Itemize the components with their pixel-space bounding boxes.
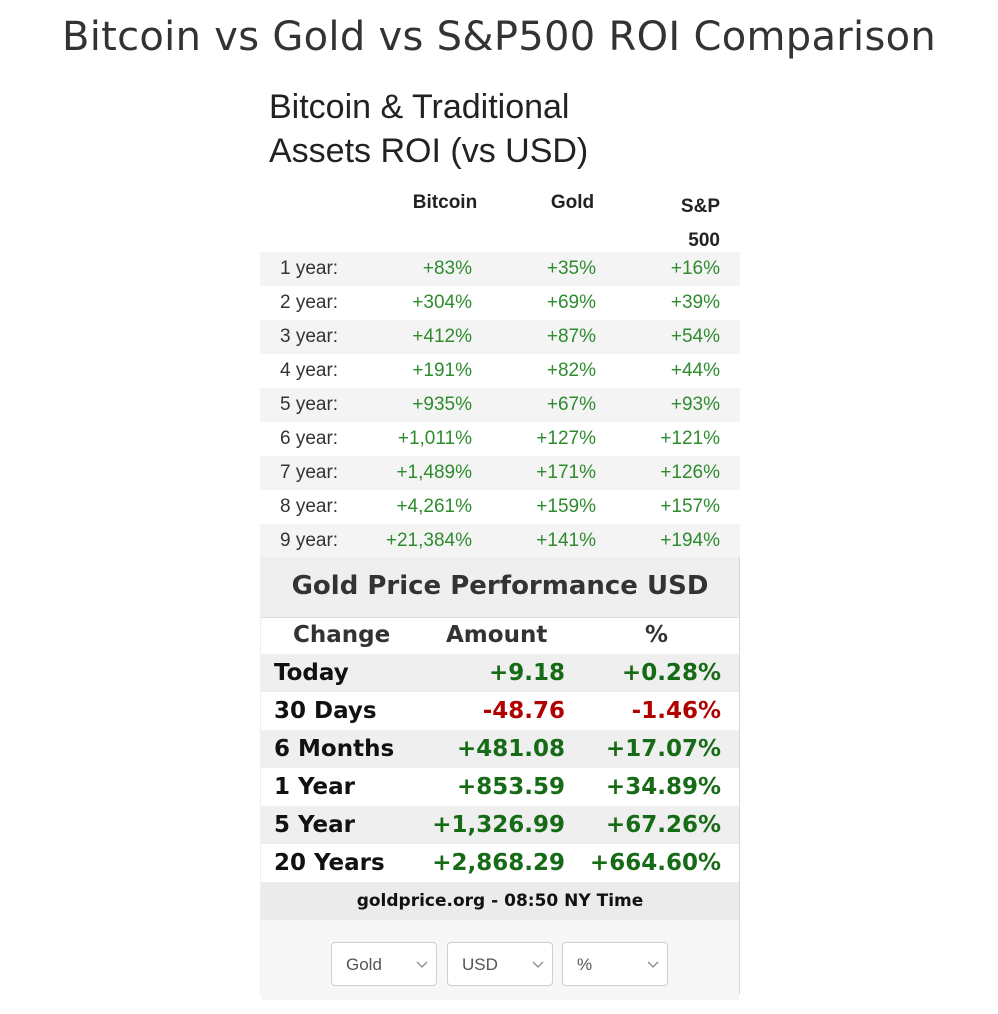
bitcoin-roi: +935% [412, 394, 472, 415]
table-row: 2 year: +304% +69% +39% [260, 286, 740, 320]
page-title: Bitcoin vs Gold vs S&P500 ROI Comparison [61, 14, 937, 60]
sp500-roi: +44% [670, 360, 720, 381]
bitcoin-roi: +412% [412, 326, 472, 347]
row-label: 1 year: [280, 258, 339, 279]
gold-roi: +82% [546, 360, 596, 381]
chevron-down-icon [647, 961, 659, 968]
gold-roi: +67% [546, 394, 596, 415]
gold-widget-controls: Gold USD % [261, 920, 739, 1000]
change-percent: +664.60% [589, 850, 721, 876]
change-percent: -1.46% [631, 698, 721, 724]
gold-roi: +87% [546, 326, 596, 347]
gold-roi: +35% [546, 258, 596, 279]
metal-select[interactable]: Gold [331, 942, 437, 986]
table-row: 3 year: +412% +87% +54% [260, 320, 740, 354]
gold-roi: +69% [546, 292, 596, 313]
column-header-gold: Gold [550, 192, 595, 213]
period-label: 5 Year [274, 812, 356, 838]
currency-select[interactable]: USD [447, 942, 553, 986]
table-row: 8 year: +4,261% +159% +157% [260, 490, 740, 524]
column-header-percent: % [645, 622, 669, 648]
row-label: 4 year: [280, 360, 339, 381]
period-label: 1 Year [274, 774, 356, 800]
column-header-change: Change [293, 622, 391, 648]
bitcoin-roi: +304% [412, 292, 472, 313]
row-label: 9 year: [280, 530, 339, 551]
sp500-roi: +16% [670, 258, 720, 279]
gold-widget-title: Gold Price Performance USD [261, 557, 739, 618]
gold-widget-column-headers: Change Amount % [261, 618, 739, 654]
column-header-sp500-line-2: 500 [688, 230, 720, 251]
roi-heading-line-2: Assets ROI (vs USD) [269, 132, 589, 170]
unit-select[interactable]: % [562, 942, 668, 986]
sp500-roi: +54% [670, 326, 720, 347]
sp500-roi: +194% [660, 530, 720, 551]
chevron-down-icon [532, 961, 544, 968]
period-label: Today [274, 660, 349, 686]
column-header-sp500-line-1: S&P [680, 196, 720, 217]
row-label: 3 year: [280, 326, 339, 347]
sp500-roi: +157% [660, 496, 720, 517]
change-amount: -48.76 [482, 698, 565, 724]
roi-heading-line-1: Bitcoin & Traditional [269, 88, 570, 126]
chevron-down-icon [416, 961, 428, 968]
source-caption: goldprice.org - 08:50 NY Time [261, 882, 739, 920]
bitcoin-roi: +21,384% [385, 530, 472, 551]
currency-select-value: USD [462, 955, 498, 974]
screenshot-panel: Bitcoin & Traditional Assets ROI (vs USD… [260, 80, 740, 1000]
gold-performance-widget: Gold Price Performance USD Change Amount… [260, 557, 740, 1000]
change-amount: +481.08 [456, 736, 565, 762]
table-row: Today +9.18 +0.28% [261, 654, 739, 692]
column-header-amount: Amount [446, 622, 548, 648]
roi-table-body: 1 year: +83% +35% +16% 2 year: +304% +69… [260, 252, 740, 558]
table-row: 9 year: +21,384% +141% +194% [260, 524, 740, 558]
change-percent: +34.89% [605, 774, 721, 800]
gold-roi: +159% [536, 496, 596, 517]
roi-column-headers: Bitcoin Gold S&P 500 [260, 186, 740, 256]
bitcoin-roi: +191% [412, 360, 472, 381]
period-label: 20 Years [274, 850, 385, 876]
table-row: 7 year: +1,489% +171% +126% [260, 456, 740, 490]
sp500-roi: +121% [660, 428, 720, 449]
unit-select-value: % [577, 955, 593, 974]
sp500-roi: +39% [670, 292, 720, 313]
row-label: 6 year: [280, 428, 339, 449]
row-label: 5 year: [280, 394, 339, 415]
period-label: 6 Months [274, 736, 395, 762]
roi-table-heading: Bitcoin & Traditional Assets ROI (vs USD… [269, 85, 669, 173]
change-percent: +17.07% [605, 736, 721, 762]
table-row: 6 year: +1,011% +127% +121% [260, 422, 740, 456]
change-percent: +67.26% [605, 812, 721, 838]
column-header-sp500: S&P 500 [650, 190, 720, 258]
gold-widget-rows: Today +9.18 +0.28% 30 Days -48.76 -1.46%… [261, 654, 739, 882]
sp500-roi: +93% [670, 394, 720, 415]
table-row: 6 Months +481.08 +17.07% [261, 730, 739, 768]
column-header-bitcoin: Bitcoin [412, 192, 478, 213]
sp500-roi: +126% [660, 462, 720, 483]
gold-roi: +171% [536, 462, 596, 483]
bitcoin-roi: +4,261% [396, 496, 472, 517]
change-amount: +1,326.99 [432, 812, 565, 838]
bitcoin-roi: +1,489% [396, 462, 472, 483]
change-percent: +0.28% [621, 660, 721, 686]
bitcoin-roi: +1,011% [397, 428, 472, 449]
row-label: 8 year: [280, 496, 339, 517]
change-amount: +2,868.29 [432, 850, 565, 876]
gold-roi: +141% [536, 530, 596, 551]
gold-roi: +127% [536, 428, 596, 449]
bitcoin-roi: +83% [422, 258, 472, 279]
table-row: 5 Year +1,326.99 +67.26% [261, 806, 739, 844]
change-amount: +9.18 [488, 660, 565, 686]
metal-select-value: Gold [346, 955, 382, 974]
table-row: 20 Years +2,868.29 +664.60% [261, 844, 739, 882]
row-label: 7 year: [280, 462, 339, 483]
table-row: 1 year: +83% +35% +16% [260, 252, 740, 286]
table-row: 5 year: +935% +67% +93% [260, 388, 740, 422]
table-row: 4 year: +191% +82% +44% [260, 354, 740, 388]
row-label: 2 year: [280, 292, 339, 313]
period-label: 30 Days [274, 698, 377, 724]
change-amount: +853.59 [456, 774, 565, 800]
table-row: 30 Days -48.76 -1.46% [261, 692, 739, 730]
table-row: 1 Year +853.59 +34.89% [261, 768, 739, 806]
